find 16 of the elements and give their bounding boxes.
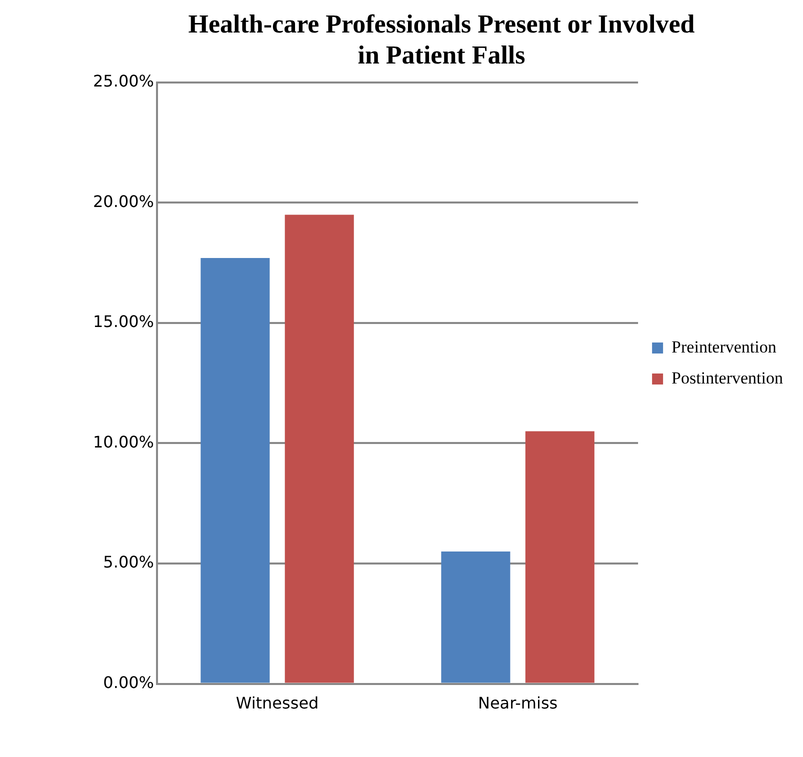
legend-label: Postintervention <box>672 368 784 388</box>
legend-label: Preintervention <box>672 337 777 356</box>
y-tick-label: 25.00% <box>92 72 154 91</box>
y-tick-label: 15.00% <box>92 312 154 332</box>
bar <box>284 214 354 683</box>
bar <box>200 258 270 683</box>
text: in Patient Falls <box>358 40 526 70</box>
y-tick-label: 5.00% <box>103 552 154 572</box>
bar <box>525 431 594 683</box>
x-tick-label: Witnessed <box>236 694 319 713</box>
y-tick-label: 20.00% <box>92 192 154 211</box>
y-tick-label: 10.00% <box>92 432 154 452</box>
y-tick-label: 0.00% <box>103 672 154 692</box>
x-tick-label: Near-miss <box>478 694 558 713</box>
text: Health-care Professionals Present or Involved <box>188 9 695 38</box>
bar <box>441 551 510 683</box>
